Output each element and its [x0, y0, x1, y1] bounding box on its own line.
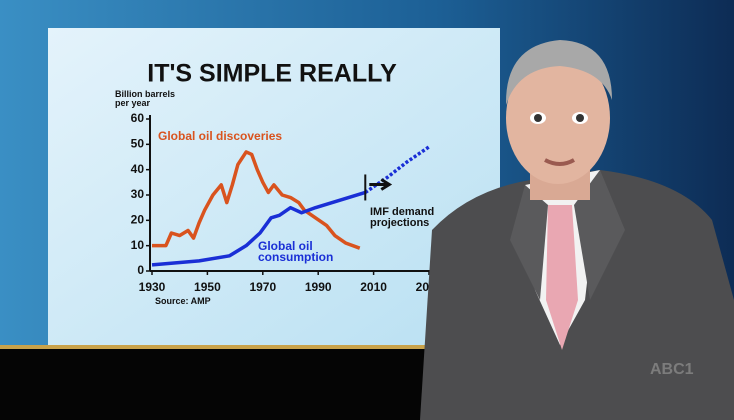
y-tick-label: 60 [131, 111, 145, 125]
tv-frame: IT'S SIMPLE REALLY 0 10 20 30 40 50 60 1930 1950… [0, 0, 734, 420]
y-axis-label: Billion barrels per year [115, 90, 185, 108]
series-label: Global oil discoveries [158, 131, 282, 142]
chart: IT'S SIMPLE REALLY 0 10 20 30 40 50 60 1930 1950… [0, 0, 734, 420]
y-tick-label: 10 [131, 238, 145, 252]
chart-title: IT'S SIMPLE REALLY [147, 60, 397, 88]
y-tick-label: 20 [131, 213, 145, 227]
y-tick-label: 0 [137, 263, 144, 277]
channel-logo: ABC1 [650, 361, 694, 378]
x-tick-label: 2010 [360, 280, 387, 294]
series-label: IMF demand projections [370, 207, 445, 229]
y-tick-label: 30 [131, 187, 145, 201]
y-tick-label: 50 [131, 137, 145, 151]
source-note: Source: AMP [155, 296, 211, 307]
x-tick-label: 1930 [139, 280, 166, 294]
series-label: Global oil consumption [258, 241, 338, 263]
x-tick-label: 1950 [194, 280, 221, 294]
x-tick-label: 1970 [249, 280, 276, 294]
x-tick-label: 1990 [305, 280, 332, 294]
y-tick-label: 40 [131, 162, 145, 176]
